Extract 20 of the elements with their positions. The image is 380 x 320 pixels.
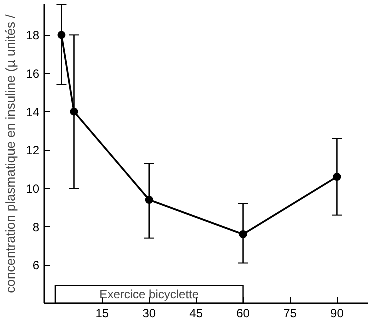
x-tick-label: 30	[142, 306, 156, 320]
point	[145, 196, 154, 204]
point	[70, 108, 78, 116]
band-label: Exercice bicyclette	[100, 288, 200, 302]
y-tick-label: 6	[32, 258, 40, 273]
y-tick-label: 16	[26, 67, 40, 81]
x-tick-label: 45	[190, 306, 204, 320]
x-tick-label: 15	[96, 306, 110, 320]
x-tick-label: 60	[236, 306, 250, 320]
y-axis-title: concentration plasmatique en insuline (µ unités /	[3, 14, 18, 294]
y-tick-label: 10	[26, 182, 40, 196]
y-tick-label: 8	[32, 220, 40, 234]
point	[333, 173, 342, 181]
y-tick-label: 12	[26, 144, 40, 158]
y-tick-label: 18	[26, 28, 40, 43]
point	[239, 230, 248, 238]
x-tick-label: 90	[330, 306, 344, 320]
point	[58, 31, 66, 40]
x-tick-label: 75	[284, 306, 298, 320]
y-tick-label: 14	[26, 105, 40, 120]
